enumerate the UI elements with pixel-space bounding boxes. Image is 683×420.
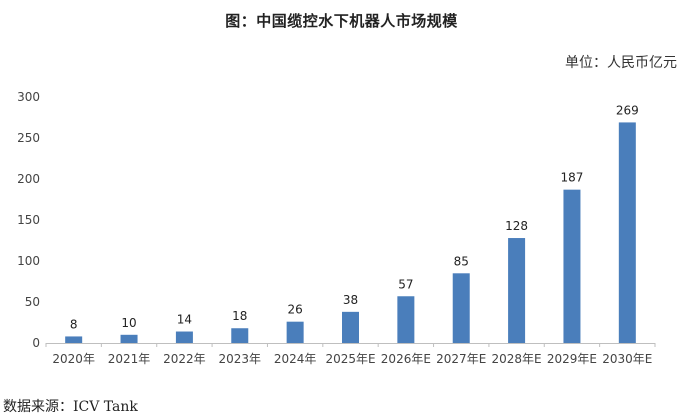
bar — [397, 296, 415, 343]
y-tick-label: 150 — [17, 213, 40, 227]
y-tick-label: 300 — [17, 90, 40, 104]
x-tick-label: 2022年 — [163, 352, 206, 366]
x-tick-label: 2021年 — [108, 352, 151, 366]
bar-value-label: 26 — [287, 303, 302, 317]
y-tick-label: 200 — [17, 172, 40, 186]
bar — [618, 122, 636, 343]
y-tick-label: 50 — [25, 295, 40, 309]
bar — [175, 331, 193, 343]
bar-value-label: 38 — [343, 293, 358, 307]
x-tick-label: 2030年E — [602, 352, 652, 366]
bar — [231, 328, 249, 343]
bar-value-label: 18 — [232, 309, 247, 323]
x-tick-label: 2020年 — [52, 352, 95, 366]
bar-value-label: 8 — [70, 317, 78, 331]
bar-value-label: 128 — [505, 219, 528, 233]
chart-title: 图：中国缆控水下机器人市场规模 — [225, 12, 458, 30]
x-tick-label: 2023年 — [218, 352, 261, 366]
bar-value-label: 57 — [398, 277, 413, 291]
x-tick-label: 2027年E — [436, 352, 486, 366]
bar — [342, 311, 359, 343]
bar-value-label: 269 — [616, 103, 639, 117]
source-note: 数据来源：ICV Tank — [3, 399, 138, 415]
y-tick-label: 250 — [17, 131, 40, 145]
bar — [286, 321, 304, 343]
bar-value-label: 85 — [454, 254, 469, 268]
y-tick-label: 100 — [17, 254, 40, 268]
bar — [452, 273, 470, 343]
bars — [65, 122, 636, 343]
bar-value-label: 187 — [561, 171, 584, 185]
x-tick-label: 2026年E — [381, 352, 431, 366]
bar — [508, 238, 526, 343]
bar — [120, 334, 138, 343]
x-axis-ticks: 2020年 2021年 2022年 2023年 2024年 2025年E 2026年E 202… — [45, 343, 656, 366]
x-tick-label: 2029年E — [547, 352, 597, 366]
bar — [65, 336, 83, 343]
x-tick-label: 2028年E — [492, 352, 542, 366]
unit-label: 单位：人民币亿元 — [565, 55, 677, 71]
y-axis-ticks: 0 50 100 150 200 250 300 — [17, 90, 40, 350]
y-tick-label: 0 — [32, 336, 40, 350]
bar — [563, 189, 581, 343]
x-tick-label: 2024年 — [274, 352, 317, 366]
bar-value-label: 10 — [121, 316, 136, 330]
bar-value-label: 14 — [177, 313, 192, 327]
data-labels: 8 10 14 18 26 38 57 85 128 187 269 — [70, 103, 639, 331]
x-tick-label: 2025年E — [325, 352, 375, 366]
